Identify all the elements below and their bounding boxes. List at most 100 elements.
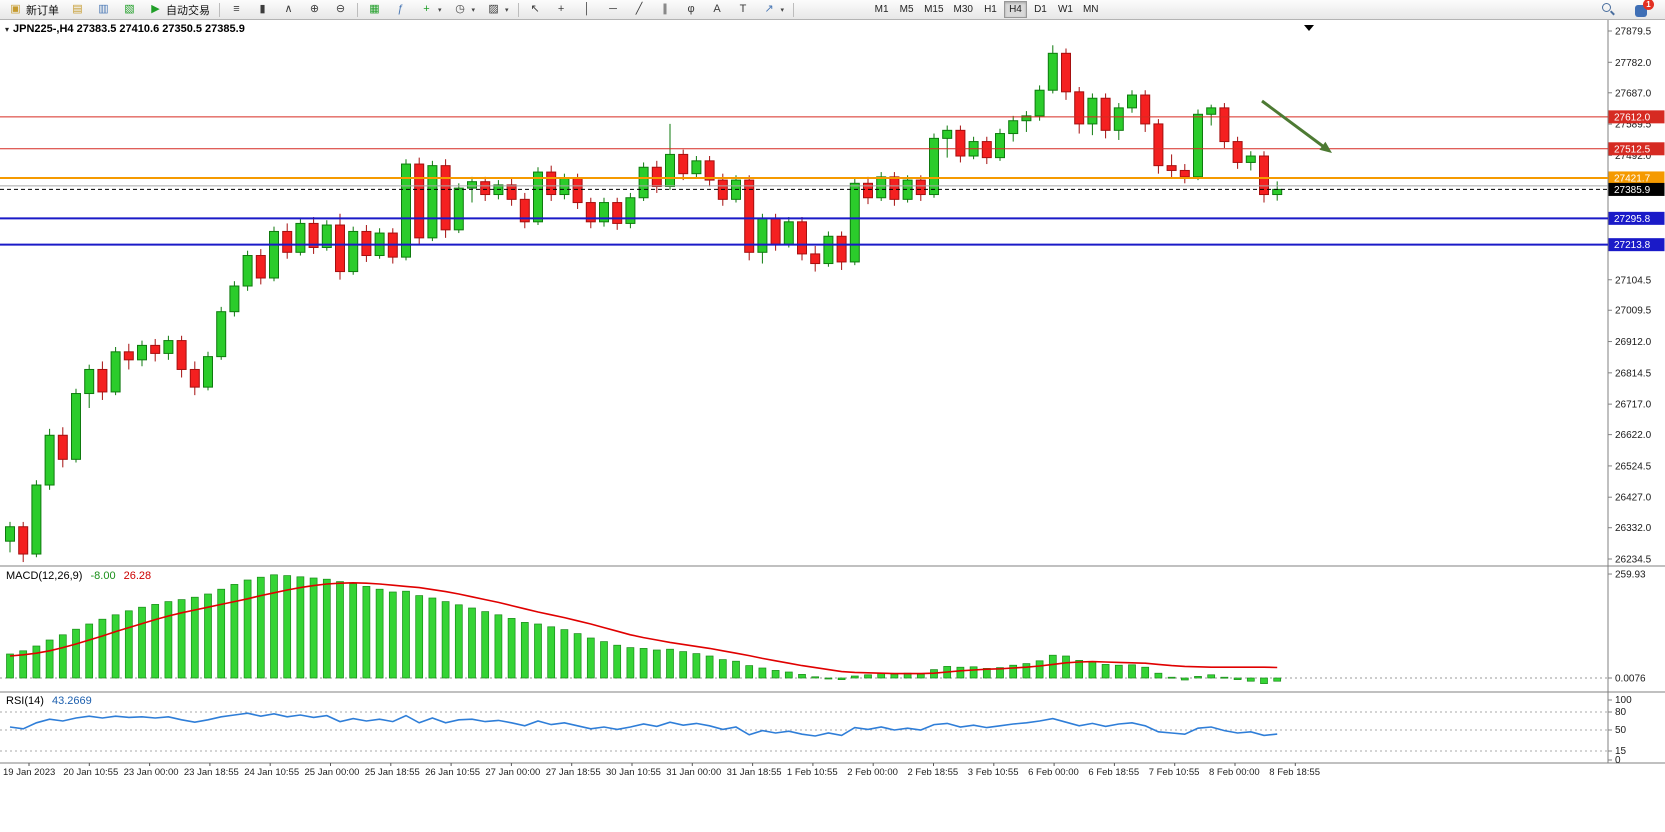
svg-text:27512.5: 27512.5: [1614, 144, 1651, 155]
text-button[interactable]: A: [705, 1, 730, 19]
svg-text:6 Feb 00:00: 6 Feb 00:00: [1028, 767, 1079, 778]
svg-text:27295.8: 27295.8: [1614, 214, 1651, 225]
svg-text:19 Jan 2023: 19 Jan 2023: [3, 767, 55, 778]
chevron-down-icon: ▾: [780, 6, 785, 14]
search-button[interactable]: [1597, 1, 1620, 19]
fibonacci-button[interactable]: φ: [679, 1, 704, 19]
svg-text:30 Jan 10:55: 30 Jan 10:55: [606, 767, 661, 778]
zoom-in-button[interactable]: ⊕: [302, 1, 327, 19]
bar-chart-icon: ≡: [233, 3, 240, 15]
chevron-down-icon: ▾: [471, 6, 476, 14]
cursor-button[interactable]: ↖: [523, 1, 548, 19]
channel-button[interactable]: ∥: [653, 1, 678, 19]
svg-text:27421.7: 27421.7: [1614, 173, 1651, 184]
navigator-button[interactable]: ▧: [117, 1, 142, 19]
chevron-down-icon: ▾: [438, 6, 442, 14]
autotrading-button[interactable]: ▶ 自动交易: [143, 1, 215, 19]
text-label-icon: T: [739, 3, 747, 15]
timeframe-m30[interactable]: M30: [950, 1, 977, 18]
rsi-value: 43.2669: [51, 695, 92, 707]
timeframe-mn[interactable]: MN: [1079, 1, 1103, 18]
macd-value: -8.00: [90, 570, 116, 582]
svg-text:80: 80: [1615, 707, 1627, 718]
channel-icon: ∥: [662, 3, 668, 15]
notification-icon: 1: [1635, 0, 1654, 17]
data-window-button[interactable]: ▥: [91, 1, 116, 19]
zoom-out-button[interactable]: ⊖: [328, 1, 353, 19]
candlestick-chart-button[interactable]: ▮: [250, 1, 275, 19]
svg-text:26234.5: 26234.5: [1615, 555, 1652, 566]
svg-text:26717.0: 26717.0: [1615, 400, 1652, 411]
new-order-button[interactable]: ▣ 新订单: [3, 1, 64, 19]
level-lines: [0, 116, 1608, 246]
timeframe-h4[interactable]: H4: [1003, 1, 1027, 18]
svg-text:26332.0: 26332.0: [1615, 523, 1652, 534]
svg-text:26912.0: 26912.0: [1615, 337, 1652, 348]
svg-text:27687.0: 27687.0: [1615, 88, 1652, 99]
tile-windows-button[interactable]: ▦: [362, 1, 387, 19]
toolbar-right-cluster: 1: [1597, 0, 1662, 19]
add-indicator-button[interactable]: + ▾: [414, 1, 447, 19]
svg-text:26814.5: 26814.5: [1615, 368, 1652, 379]
toolbar-separator: [357, 2, 358, 17]
svg-text:31 Jan 00:00: 31 Jan 00:00: [666, 767, 721, 778]
fibonacci-icon: φ: [687, 3, 695, 15]
svg-text:26427.0: 26427.0: [1615, 493, 1652, 504]
line-chart-button[interactable]: ∧: [276, 1, 301, 19]
svg-text:8 Feb 18:55: 8 Feb 18:55: [1269, 767, 1320, 778]
timeframe-w1[interactable]: W1: [1054, 1, 1077, 18]
macd-label: MACD(12,26,9) -8.00 26.28: [6, 570, 151, 582]
svg-text:100: 100: [1615, 695, 1632, 706]
svg-text:26 Jan 10:55: 26 Jan 10:55: [425, 767, 480, 778]
rsi-label: RSI(14) 43.2669: [6, 695, 92, 707]
cursor-icon: ↖: [530, 3, 540, 15]
timeframe-m15[interactable]: M15: [920, 1, 947, 18]
text-label-button[interactable]: T: [731, 1, 756, 19]
crosshair-button[interactable]: +: [549, 1, 574, 19]
timeframe-m5[interactable]: M5: [895, 1, 918, 18]
autotrading-label: 自动交易: [166, 4, 210, 17]
macd-name: MACD(12,26,9): [6, 570, 83, 582]
price-chart[interactable]: 27879.5 27782.0 27687.0 27589.5 27492.0 27104…: [0, 20, 1665, 832]
chart-title: ▾ JPN225-,H4 27383.5 27410.6 27350.5 273…: [5, 23, 245, 35]
template-icon: ▨: [488, 3, 499, 15]
notification-button[interactable]: 1: [1630, 0, 1656, 19]
timeframe-h1[interactable]: H1: [979, 1, 1002, 18]
bar-chart-button[interactable]: ≡: [224, 1, 249, 19]
svg-text:27009.5: 27009.5: [1615, 306, 1652, 317]
svg-text:27385.9: 27385.9: [1614, 185, 1651, 196]
svg-text:6 Feb 18:55: 6 Feb 18:55: [1088, 767, 1139, 778]
vertical-line-icon: │: [583, 3, 591, 15]
period-button[interactable]: ◷ ▾: [448, 1, 481, 19]
svg-text:2 Feb 18:55: 2 Feb 18:55: [908, 767, 959, 778]
market-watch-icon: ▤: [72, 3, 83, 15]
timeframe-d1[interactable]: D1: [1029, 1, 1052, 18]
search-icon: [1602, 3, 1615, 16]
main-toolbar: ▣ 新订单 ▤ ▥ ▧ ▶ 自动交易 ≡ ▮ ∧ ⊕ ⊖ ▦ ƒ + ▾ ◷ ▾: [0, 0, 1665, 20]
vertical-line-button[interactable]: │: [575, 1, 600, 19]
time-axis: 19 Jan 2023 20 Jan 10:55 23 Jan 00:00 23 Ja…: [3, 763, 1320, 778]
collapse-icon[interactable]: ▾: [5, 24, 10, 34]
candles-layer: [5, 45, 1283, 563]
horizontal-line-button[interactable]: ─: [601, 1, 626, 19]
svg-text:24 Jan 10:55: 24 Jan 10:55: [244, 767, 299, 778]
market-watch-button[interactable]: ▤: [65, 1, 90, 19]
arrows-button[interactable]: ↗ ▾: [757, 1, 790, 19]
clock-icon: ◷: [455, 3, 465, 15]
annotations: [1261, 25, 1332, 153]
chart-title-text: JPN225-,H4 27383.5 27410.6 27350.5 27385…: [13, 23, 245, 35]
chevron-down-icon: ▾: [505, 6, 509, 14]
svg-text:50: 50: [1615, 725, 1627, 736]
new-order-label: 新订单: [26, 4, 59, 17]
svg-text:27104.5: 27104.5: [1615, 275, 1652, 286]
chart-window: 27879.5 27782.0 27687.0 27589.5 27492.0 27104…: [0, 20, 1665, 832]
autotrading-play-icon: ▶: [151, 3, 160, 15]
toolbar-separator: [517, 2, 519, 17]
svg-text:26524.5: 26524.5: [1615, 461, 1652, 472]
indicator-list-button[interactable]: ƒ: [388, 1, 413, 19]
trendline-button[interactable]: ╱: [627, 1, 652, 19]
timeframe-m1[interactable]: M1: [870, 1, 893, 18]
template-button[interactable]: ▨ ▾: [481, 1, 514, 19]
candlestick-chart-icon: ▮: [259, 3, 266, 15]
